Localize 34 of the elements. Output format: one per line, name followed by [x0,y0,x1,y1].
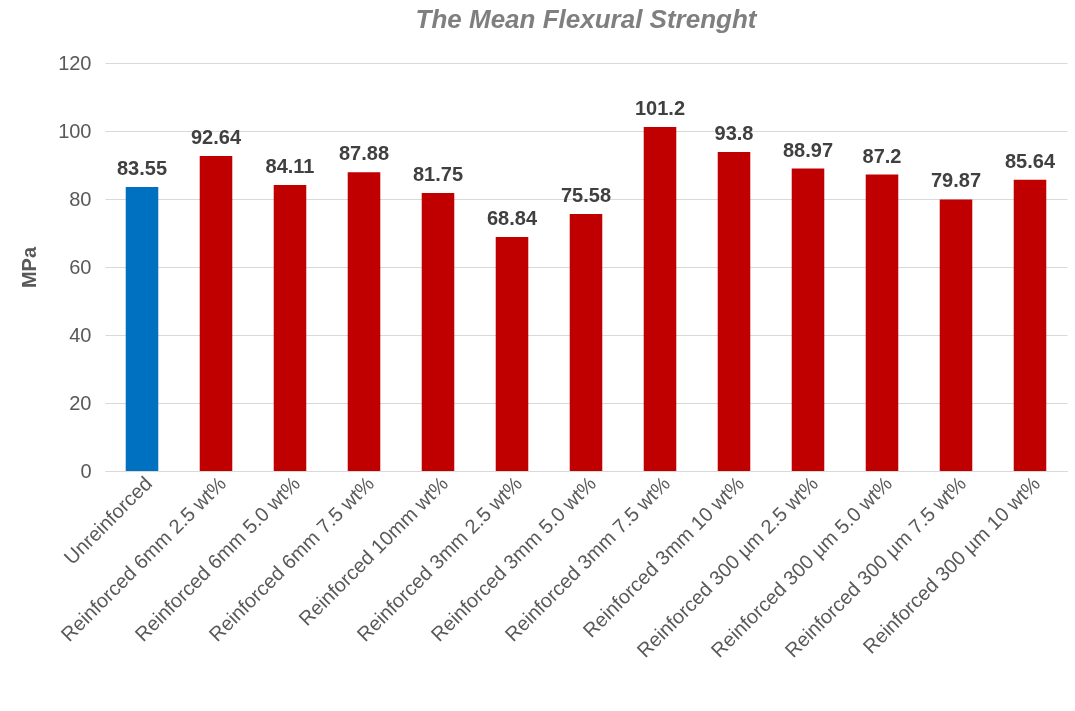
y-tick-label: 20 [69,391,92,414]
bar [643,126,677,471]
bar [865,174,899,471]
bar [791,168,825,471]
data-label: 81.75 [412,163,464,186]
bar [421,193,455,471]
data-label: 84.11 [265,155,315,178]
chart-title: The Mean Flexural Strenght [415,4,758,34]
data-label: 79.87 [930,169,982,192]
y-tick-label: 80 [69,187,92,210]
y-axis-title: MPa [18,246,41,289]
data-label: 68.84 [486,206,538,229]
y-tick-label: 100 [58,119,92,142]
data-label: 75.58 [560,184,612,207]
bar [717,152,751,471]
bar [939,199,973,471]
bar [273,185,307,471]
bar [199,156,233,471]
data-label: 101.2 [634,96,686,119]
data-label: 88.97 [782,138,834,161]
data-label: 93.8 [714,122,754,145]
bar [569,214,603,471]
data-label: 87.2 [862,144,902,167]
bar [495,236,529,471]
data-label: 87.88 [338,142,390,165]
y-tick-label: 120 [58,51,92,74]
data-label: 83.55 [116,156,168,179]
data-label: 92.64 [190,126,242,149]
y-tick-label: 40 [69,323,92,346]
bar [347,172,381,471]
y-tick-label: 60 [69,255,92,278]
bar [125,186,159,471]
bar [1013,179,1047,471]
data-label: 85.64 [1004,149,1056,172]
